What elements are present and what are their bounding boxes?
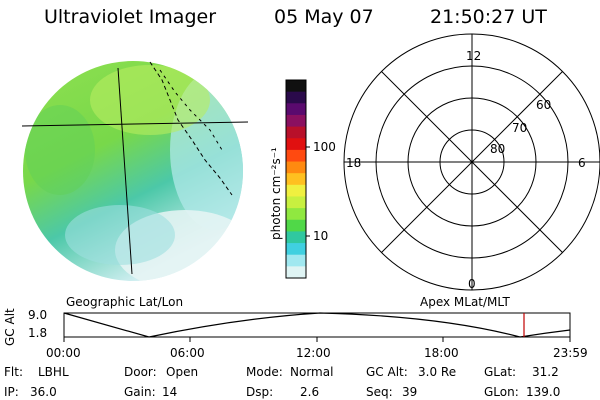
colorbar-band	[286, 254, 306, 267]
colorbar-band	[286, 103, 306, 116]
colorbar-band	[286, 196, 306, 209]
timeline-xtick-2359: 23:59	[553, 346, 588, 360]
colorbar-band	[286, 243, 306, 256]
left-panel-caption: Geographic Lat/Lon	[66, 295, 184, 309]
mode-label: Mode:	[246, 365, 283, 379]
seq-value: 39	[402, 385, 418, 399]
colorbar-band	[286, 138, 306, 151]
mlt-label-18: 18	[346, 156, 362, 170]
mode-value: Normal	[290, 365, 334, 379]
colorbar-band	[286, 149, 306, 163]
observation-date: 05 May 07	[274, 6, 374, 28]
colorbar-tick-10: 10	[313, 229, 329, 243]
mlat-label-80: 80	[490, 142, 506, 156]
flt-label: Flt:	[4, 365, 23, 379]
timeline-ytick-min: 1.8	[28, 326, 48, 340]
glon-value: 139.0	[526, 385, 561, 399]
colorbar-band	[286, 173, 306, 186]
seq-label: Seq:	[366, 385, 393, 399]
glat-label: GLat:	[484, 365, 517, 379]
colorbar-band	[286, 208, 306, 221]
mlat-label-70: 70	[512, 121, 528, 135]
gcalt-value: 3.0 Re	[418, 365, 457, 379]
polar-mlat-mlt-plot	[343, 33, 600, 291]
right-panel-caption: Apex MLat/MLT	[420, 295, 510, 309]
gcalt-label: GC Alt:	[366, 365, 408, 379]
door-label: Door:	[124, 365, 157, 379]
glon-label: GLon:	[484, 385, 519, 399]
dsp-value: 2.6	[300, 385, 320, 399]
mlt-label-0: 0	[468, 277, 476, 291]
mlat-label-60: 60	[536, 98, 552, 112]
door-value: Open	[166, 365, 199, 379]
glat-value: 31.2	[532, 365, 559, 379]
instrument-title: Ultraviolet Imager	[44, 6, 217, 28]
flt-value: LBHL	[38, 365, 69, 379]
gain-label: Gain:	[124, 385, 156, 399]
colorbar-unit-label: photon cm⁻²s⁻¹	[269, 147, 283, 240]
colorbar-band	[286, 114, 306, 128]
timeline-ytick-max: 9.0	[28, 308, 48, 322]
timeline-xtick-0600: 06:00	[170, 346, 205, 360]
colorbar-band	[286, 231, 306, 244]
gc-altitude-timeline	[63, 312, 571, 342]
colorbar-band	[286, 219, 306, 233]
timeline-ylabel: GC Alt	[3, 308, 17, 346]
uv-image-disk	[21, 61, 249, 281]
colorbar-band	[286, 126, 306, 139]
timeline-xtick-1200: 12:00	[296, 346, 331, 360]
timeline-xtick-0000: 00:00	[46, 346, 81, 360]
colorbar-band	[286, 266, 306, 279]
observation-time: 21:50:27 UT	[430, 6, 547, 28]
gain-value: 14	[162, 385, 178, 399]
mlt-label-6: 6	[578, 156, 586, 170]
colorbar-band	[286, 91, 306, 104]
ip-value: 36.0	[30, 385, 57, 399]
timeline-xtick-1800: 18:00	[424, 346, 459, 360]
colorbar-band	[286, 80, 306, 93]
colorbar-band	[286, 184, 306, 198]
mlt-label-12: 12	[466, 49, 482, 63]
colorbar-tick-100: 100	[313, 140, 336, 154]
dsp-label: Dsp:	[246, 385, 274, 399]
colorbar-band	[286, 161, 306, 174]
colorbar	[286, 80, 306, 279]
ip-label: IP:	[4, 385, 19, 399]
